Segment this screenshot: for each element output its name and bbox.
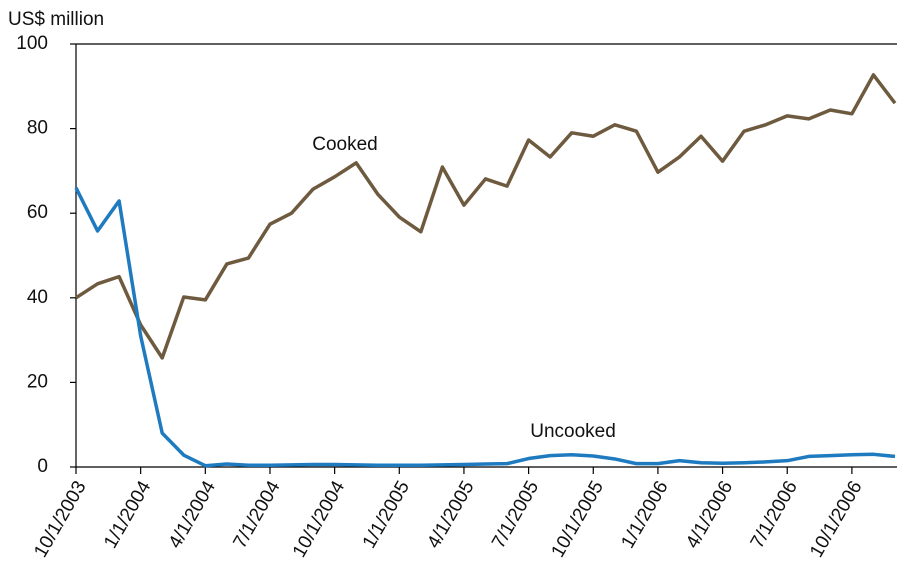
x-tick-label: 10/1/2003 xyxy=(30,478,90,562)
x-tick-label: 1/1/2005 xyxy=(359,478,414,553)
x-tick-label: 4/1/2006 xyxy=(682,478,737,553)
y-tick-label: 0 xyxy=(37,456,48,477)
y-tick-label: 80 xyxy=(27,118,48,139)
x-tick-label: 1/1/2006 xyxy=(617,478,672,553)
y-axis-label: US$ million xyxy=(8,9,104,30)
y-tick-label: 40 xyxy=(27,287,48,308)
x-tick-label: 7/1/2004 xyxy=(229,477,284,552)
series-label: Uncooked xyxy=(530,421,616,442)
y-tick-label: 60 xyxy=(27,202,48,223)
y-tick-label: 100 xyxy=(16,33,48,54)
x-tick-label: 10/1/2005 xyxy=(547,478,607,562)
x-tick-label: 7/1/2005 xyxy=(488,478,543,553)
line xyxy=(75,73,897,360)
line xyxy=(74,187,896,468)
series-label: Cooked xyxy=(312,134,378,155)
x-tick-label: 1/1/2004 xyxy=(100,477,155,552)
y-tick-label: 20 xyxy=(27,371,48,392)
x-tick-label: 7/1/2006 xyxy=(747,478,802,553)
x-tick-label: 10/1/2006 xyxy=(806,478,866,562)
x-tick-label: 4/1/2004 xyxy=(165,477,220,552)
x-tick-label: 10/1/2004 xyxy=(289,477,350,561)
x-tick-label: 4/1/2005 xyxy=(423,478,478,553)
